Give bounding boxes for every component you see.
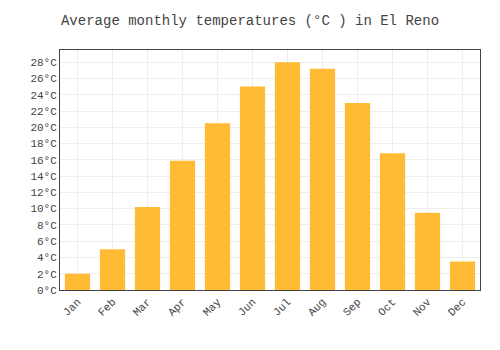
svg-text:28°C: 28°C: [30, 57, 57, 69]
svg-text:2°C: 2°C: [37, 269, 57, 281]
svg-text:May: May: [201, 296, 224, 319]
svg-text:24°C: 24°C: [30, 90, 57, 102]
svg-text:18°C: 18°C: [30, 138, 57, 150]
svg-text:Nov: Nov: [411, 296, 434, 319]
svg-text:Mar: Mar: [131, 296, 153, 318]
svg-text:Dec: Dec: [446, 296, 468, 318]
svg-text:6°C: 6°C: [37, 236, 57, 248]
svg-text:Apr: Apr: [166, 296, 188, 318]
svg-text:16°C: 16°C: [30, 155, 57, 167]
svg-text:8°C: 8°C: [37, 220, 57, 232]
svg-text:Jun: Jun: [236, 296, 258, 318]
svg-text:20°C: 20°C: [30, 122, 57, 134]
svg-text:14°C: 14°C: [30, 171, 57, 183]
svg-text:Sep: Sep: [341, 296, 363, 318]
svg-text:10°C: 10°C: [30, 203, 57, 215]
svg-text:12°C: 12°C: [30, 187, 57, 199]
svg-text:26°C: 26°C: [30, 73, 57, 85]
svg-text:Feb: Feb: [96, 296, 118, 318]
svg-text:22°C: 22°C: [30, 106, 57, 118]
svg-text:4°C: 4°C: [37, 252, 57, 264]
svg-text:Jul: Jul: [271, 296, 293, 318]
svg-text:Aug: Aug: [306, 296, 328, 318]
svg-text:Jan: Jan: [61, 296, 83, 318]
svg-text:Oct: Oct: [376, 296, 398, 318]
svg-text:Average monthly temperatures (: Average monthly temperatures (°C ) in El…: [61, 13, 439, 29]
svg-text:0°C: 0°C: [37, 285, 57, 297]
